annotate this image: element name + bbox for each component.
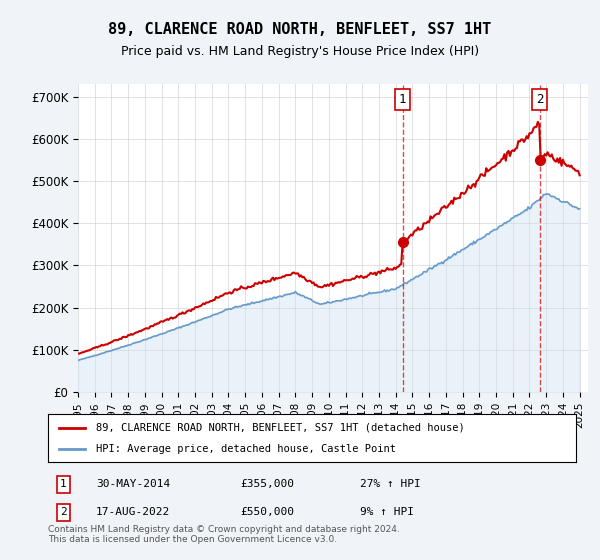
Text: 1: 1	[60, 479, 67, 489]
Text: HPI: Average price, detached house, Castle Point: HPI: Average price, detached house, Cast…	[95, 444, 395, 454]
Text: £550,000: £550,000	[240, 507, 294, 517]
Text: 2: 2	[536, 93, 544, 106]
Text: Contains HM Land Registry data © Crown copyright and database right 2024.
This d: Contains HM Land Registry data © Crown c…	[48, 525, 400, 544]
Text: 27% ↑ HPI: 27% ↑ HPI	[360, 479, 421, 489]
Text: 2: 2	[60, 507, 67, 517]
Text: 89, CLARENCE ROAD NORTH, BENFLEET, SS7 1HT (detached house): 89, CLARENCE ROAD NORTH, BENFLEET, SS7 1…	[95, 423, 464, 433]
Text: 17-AUG-2022: 17-AUG-2022	[96, 507, 170, 517]
Text: Price paid vs. HM Land Registry's House Price Index (HPI): Price paid vs. HM Land Registry's House …	[121, 45, 479, 58]
Text: £355,000: £355,000	[240, 479, 294, 489]
Text: 9% ↑ HPI: 9% ↑ HPI	[360, 507, 414, 517]
Text: 89, CLARENCE ROAD NORTH, BENFLEET, SS7 1HT: 89, CLARENCE ROAD NORTH, BENFLEET, SS7 1…	[109, 22, 491, 38]
Text: 30-MAY-2014: 30-MAY-2014	[96, 479, 170, 489]
Text: 1: 1	[399, 93, 406, 106]
